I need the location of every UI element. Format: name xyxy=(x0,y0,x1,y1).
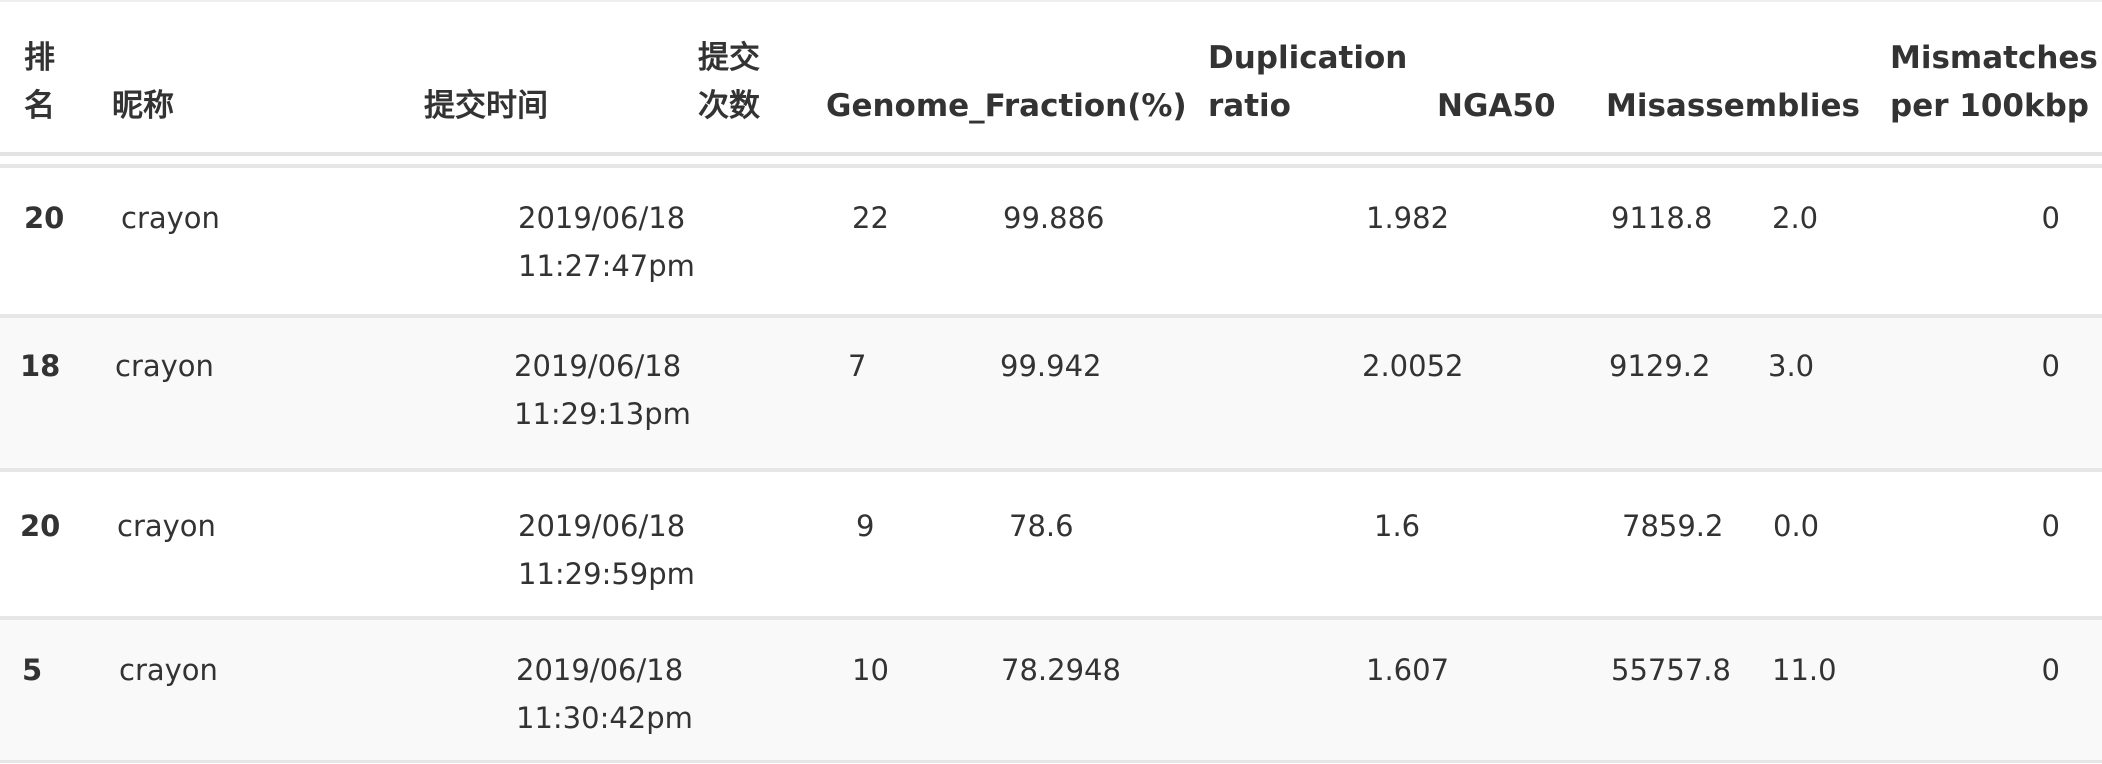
cell-submit-count: 22 xyxy=(852,201,889,235)
header-submit-count-line1: 提交 xyxy=(698,40,760,76)
header-nga50[interactable]: NGA50 xyxy=(1437,88,1556,124)
cell-misassemblies: 0.0 xyxy=(1773,509,1820,543)
header-mismatches[interactable]: Mismatches per 100kbp xyxy=(1890,34,2098,130)
cell-nga50: 7859.2 xyxy=(1622,509,1724,543)
cell-submit-clock: 11:30:42pm xyxy=(516,701,693,735)
cell-genome-fraction: 99.886 xyxy=(1003,201,1105,235)
cell-duplication-ratio: 1.982 xyxy=(1366,201,1450,235)
cell-duplication-ratio: 2.0052 xyxy=(1362,349,1464,383)
cell-misassemblies: 2.0 xyxy=(1772,201,1819,235)
cell-submit-time: 2019/06/18 11:29:59pm xyxy=(518,502,695,598)
cell-genome-fraction: 78.2948 xyxy=(1001,653,1121,687)
cell-submit-date: 2019/06/18 xyxy=(514,349,682,383)
table-row: 5 crayon 2019/06/18 11:30:42pm 10 78.294… xyxy=(0,616,2102,762)
header-submit-count[interactable]: 提交 次数 xyxy=(698,34,760,130)
cell-nga50: 9118.8 xyxy=(1611,201,1713,235)
header-submit-count-line2: 次数 xyxy=(698,88,760,124)
cell-mismatches: 0 xyxy=(2041,653,2060,687)
cell-submit-clock: 11:27:47pm xyxy=(518,249,695,283)
cell-nickname: crayon xyxy=(115,349,214,383)
cell-nga50: 9129.2 xyxy=(1609,349,1711,383)
table-header: 排 名 昵称 提交时间 提交 次数 Genome_Fraction(%) Dup… xyxy=(0,0,2102,156)
cell-rank: 20 xyxy=(20,509,61,543)
cell-rank: 5 xyxy=(22,653,43,687)
cell-misassemblies: 11.0 xyxy=(1772,653,1837,687)
cell-submit-count: 10 xyxy=(852,653,889,687)
cell-mismatches: 0 xyxy=(2041,349,2060,383)
cell-genome-fraction: 99.942 xyxy=(1000,349,1102,383)
cell-nickname: crayon xyxy=(117,509,216,543)
cell-submit-clock: 11:29:13pm xyxy=(514,397,691,431)
cell-nickname: crayon xyxy=(121,201,220,235)
table-row: 20 crayon 2019/06/18 11:29:59pm 9 78.6 1… xyxy=(0,468,2102,616)
cell-submit-count: 7 xyxy=(848,349,867,383)
header-mismatches-line1: Mismatches xyxy=(1890,40,2098,76)
cell-rank: 20 xyxy=(24,201,65,235)
header-rank-line1: 排 xyxy=(24,40,55,76)
cell-rank: 18 xyxy=(20,349,61,383)
header-misassemblies[interactable]: Misassemblies xyxy=(1606,88,1860,124)
header-genome-fraction[interactable]: Genome_Fraction(%) xyxy=(826,88,1187,124)
cell-submit-clock: 11:29:59pm xyxy=(518,557,695,591)
header-duplication-line1: Duplication xyxy=(1208,40,1408,76)
header-rank-line2: 名 xyxy=(24,88,55,124)
header-rank[interactable]: 排 名 xyxy=(24,34,55,130)
table-row: 20 crayon 2019/06/18 11:27:47pm 22 99.88… xyxy=(0,164,2102,314)
cell-submit-date: 2019/06/18 xyxy=(516,653,684,687)
cell-mismatches: 0 xyxy=(2041,509,2060,543)
header-submit-time[interactable]: 提交时间 xyxy=(424,88,548,124)
cell-nga50: 55757.8 xyxy=(1611,653,1731,687)
cell-duplication-ratio: 1.6 xyxy=(1374,509,1421,543)
cell-submit-time: 2019/06/18 11:30:42pm xyxy=(516,646,693,742)
cell-submit-date: 2019/06/18 xyxy=(518,201,686,235)
cell-duplication-ratio: 1.607 xyxy=(1366,653,1450,687)
cell-genome-fraction: 78.6 xyxy=(1009,509,1074,543)
cell-submit-count: 9 xyxy=(856,509,875,543)
cell-misassemblies: 3.0 xyxy=(1768,349,1815,383)
table-bottom-border xyxy=(0,760,2102,763)
cell-submit-time: 2019/06/18 11:29:13pm xyxy=(514,342,691,438)
cell-nickname: crayon xyxy=(119,653,218,687)
table-row: 18 crayon 2019/06/18 11:29:13pm 7 99.942… xyxy=(0,314,2102,468)
header-duplication-ratio[interactable]: Duplication ratio xyxy=(1208,34,1407,130)
cell-mismatches: 0 xyxy=(2041,201,2060,235)
header-nickname[interactable]: 昵称 xyxy=(112,88,174,124)
header-mismatches-line2: per 100kbp xyxy=(1890,88,2090,124)
cell-submit-date: 2019/06/18 xyxy=(518,509,686,543)
cell-submit-time: 2019/06/18 11:27:47pm xyxy=(518,194,695,290)
header-duplication-line2: ratio xyxy=(1208,88,1291,124)
